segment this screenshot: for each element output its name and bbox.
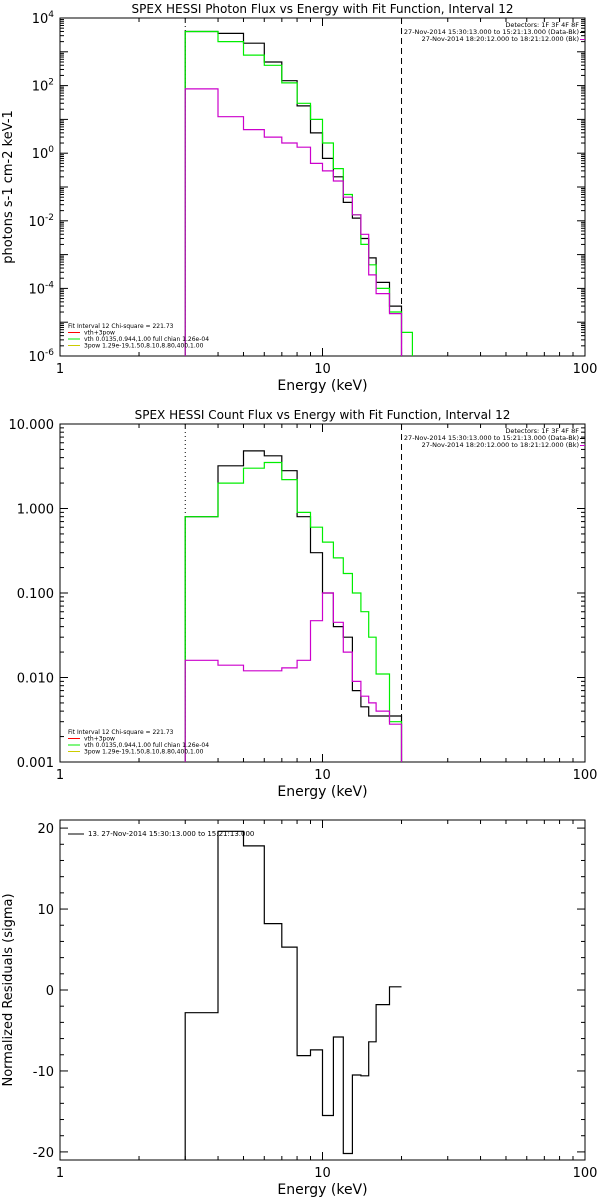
x-tick-label: 100 (573, 362, 598, 377)
series-3-histogram (184, 592, 403, 762)
y-tick-mantissa: 10 (32, 80, 49, 95)
y-tick-label: 10.000 (9, 418, 55, 433)
y-tick-label: 10-6 (28, 348, 54, 365)
header-line: Detectors: 1F 3F 4F 8F (505, 427, 579, 435)
fit-line: 3pow 1.29e-19,1.50,8.10,8.80,400,1.00 (84, 343, 204, 350)
series-2-histogram (184, 461, 403, 762)
series-1-histogram (184, 30, 403, 356)
y-tick-mantissa: 10 (28, 215, 45, 230)
chart-title: SPEX HESSI Photon Flux vs Energy with Fi… (132, 2, 514, 16)
plot-frame (59, 17, 586, 357)
y-tick-label: 0.010 (17, 672, 54, 687)
y-tick-label: -20 (33, 1146, 54, 1161)
x-tick-label: 1 (56, 768, 64, 783)
chart-2: SPEX HESSI Count Flux vs Energy with Fit… (9, 408, 598, 800)
x-tick-label: 100 (573, 768, 598, 783)
y-tick-label: 10 (37, 903, 54, 918)
x-axis-label: Energy (keV) (277, 784, 367, 800)
fit-line: 3pow 1.29e-19,1.50,8.10,8.80,400,1.00 (84, 749, 204, 756)
fit-line: Fit Interval 12 Chi-square = 221.73 (68, 729, 174, 736)
chart-title: SPEX HESSI Count Flux vs Energy with Fit… (135, 408, 511, 422)
x-tick-label: 10 (314, 1166, 331, 1181)
y-tick-mantissa: 10 (28, 282, 45, 297)
y-tick-mantissa: 10 (28, 350, 45, 365)
header-line: 27-Nov-2014 15:30:13.000 to 15:21:13.000… (404, 28, 579, 36)
y-tick-exponent: 0 (48, 145, 54, 155)
fit-line: vth+3pow (84, 330, 115, 337)
residual-legend: 13. 27-Nov-2014 15:30:13.000 to 15:21:13… (88, 830, 254, 838)
x-tick-label: 1 (56, 1166, 64, 1181)
y-tick-mantissa: 10 (32, 12, 49, 27)
y-tick-label: 100 (32, 145, 55, 162)
y-tick-label: -10 (33, 1065, 54, 1080)
header-line: Detectors: 1F 3F 4F 8F (505, 21, 579, 29)
x-tick-label: 100 (573, 1166, 598, 1181)
y-tick-label: 0.100 (17, 587, 54, 602)
y-tick-label: 1.000 (17, 503, 54, 518)
y-tick-exponent: 4 (48, 10, 54, 20)
fit-line: Fit Interval 12 Chi-square = 221.73 (68, 323, 174, 330)
fit-line: vth+3pow (84, 736, 115, 743)
y-tick-mantissa: 10 (32, 147, 49, 162)
y-tick-label: 102 (32, 78, 54, 95)
x-tick-label: 10 (314, 362, 331, 377)
y-tick-label: 0.001 (17, 756, 54, 771)
y-tick-label: 10-4 (28, 280, 54, 297)
header-line: 27-Nov-2014 18:20:12.000 to 18:21:12.000… (422, 441, 579, 449)
y-tick-label: 104 (32, 10, 55, 27)
header-line: 27-Nov-2014 18:20:12.000 to 18:21:12.000… (422, 35, 579, 43)
y-tick-exponent: -6 (45, 348, 54, 358)
y-tick-exponent: 2 (48, 78, 54, 88)
y-tick-label: 10-2 (28, 213, 54, 230)
fit-line: vth 0.0135,0.944,1.00 full chian 1.26e-0… (84, 742, 209, 749)
series-3-histogram (184, 88, 403, 356)
y-tick-label: 20 (37, 822, 54, 837)
chart-1: SPEX HESSI Photon Flux vs Energy with Fi… (1, 2, 597, 394)
series-2-histogram (184, 30, 413, 356)
y-tick-label: 0 (46, 984, 54, 999)
y-tick-exponent: -2 (45, 213, 54, 223)
y-tick-exponent: -4 (45, 280, 54, 290)
x-tick-label: 1 (56, 362, 64, 377)
series-1-histogram (184, 450, 403, 762)
y-axis-label: Normalized Residuals (sigma) (1, 893, 16, 1086)
x-tick-label: 10 (314, 768, 331, 783)
header-line: 27-Nov-2014 15:30:13.000 to 15:21:13.000… (404, 434, 579, 442)
fit-line: vth 0.0135,0.944,1.00 full chian 1.26e-0… (84, 336, 209, 343)
series-1-histogram (184, 830, 402, 1160)
y-axis-label: photons s-1 cm-2 keV-1 (1, 110, 16, 264)
x-axis-label: Energy (keV) (277, 378, 367, 394)
x-axis-label: Energy (keV) (277, 1182, 367, 1198)
